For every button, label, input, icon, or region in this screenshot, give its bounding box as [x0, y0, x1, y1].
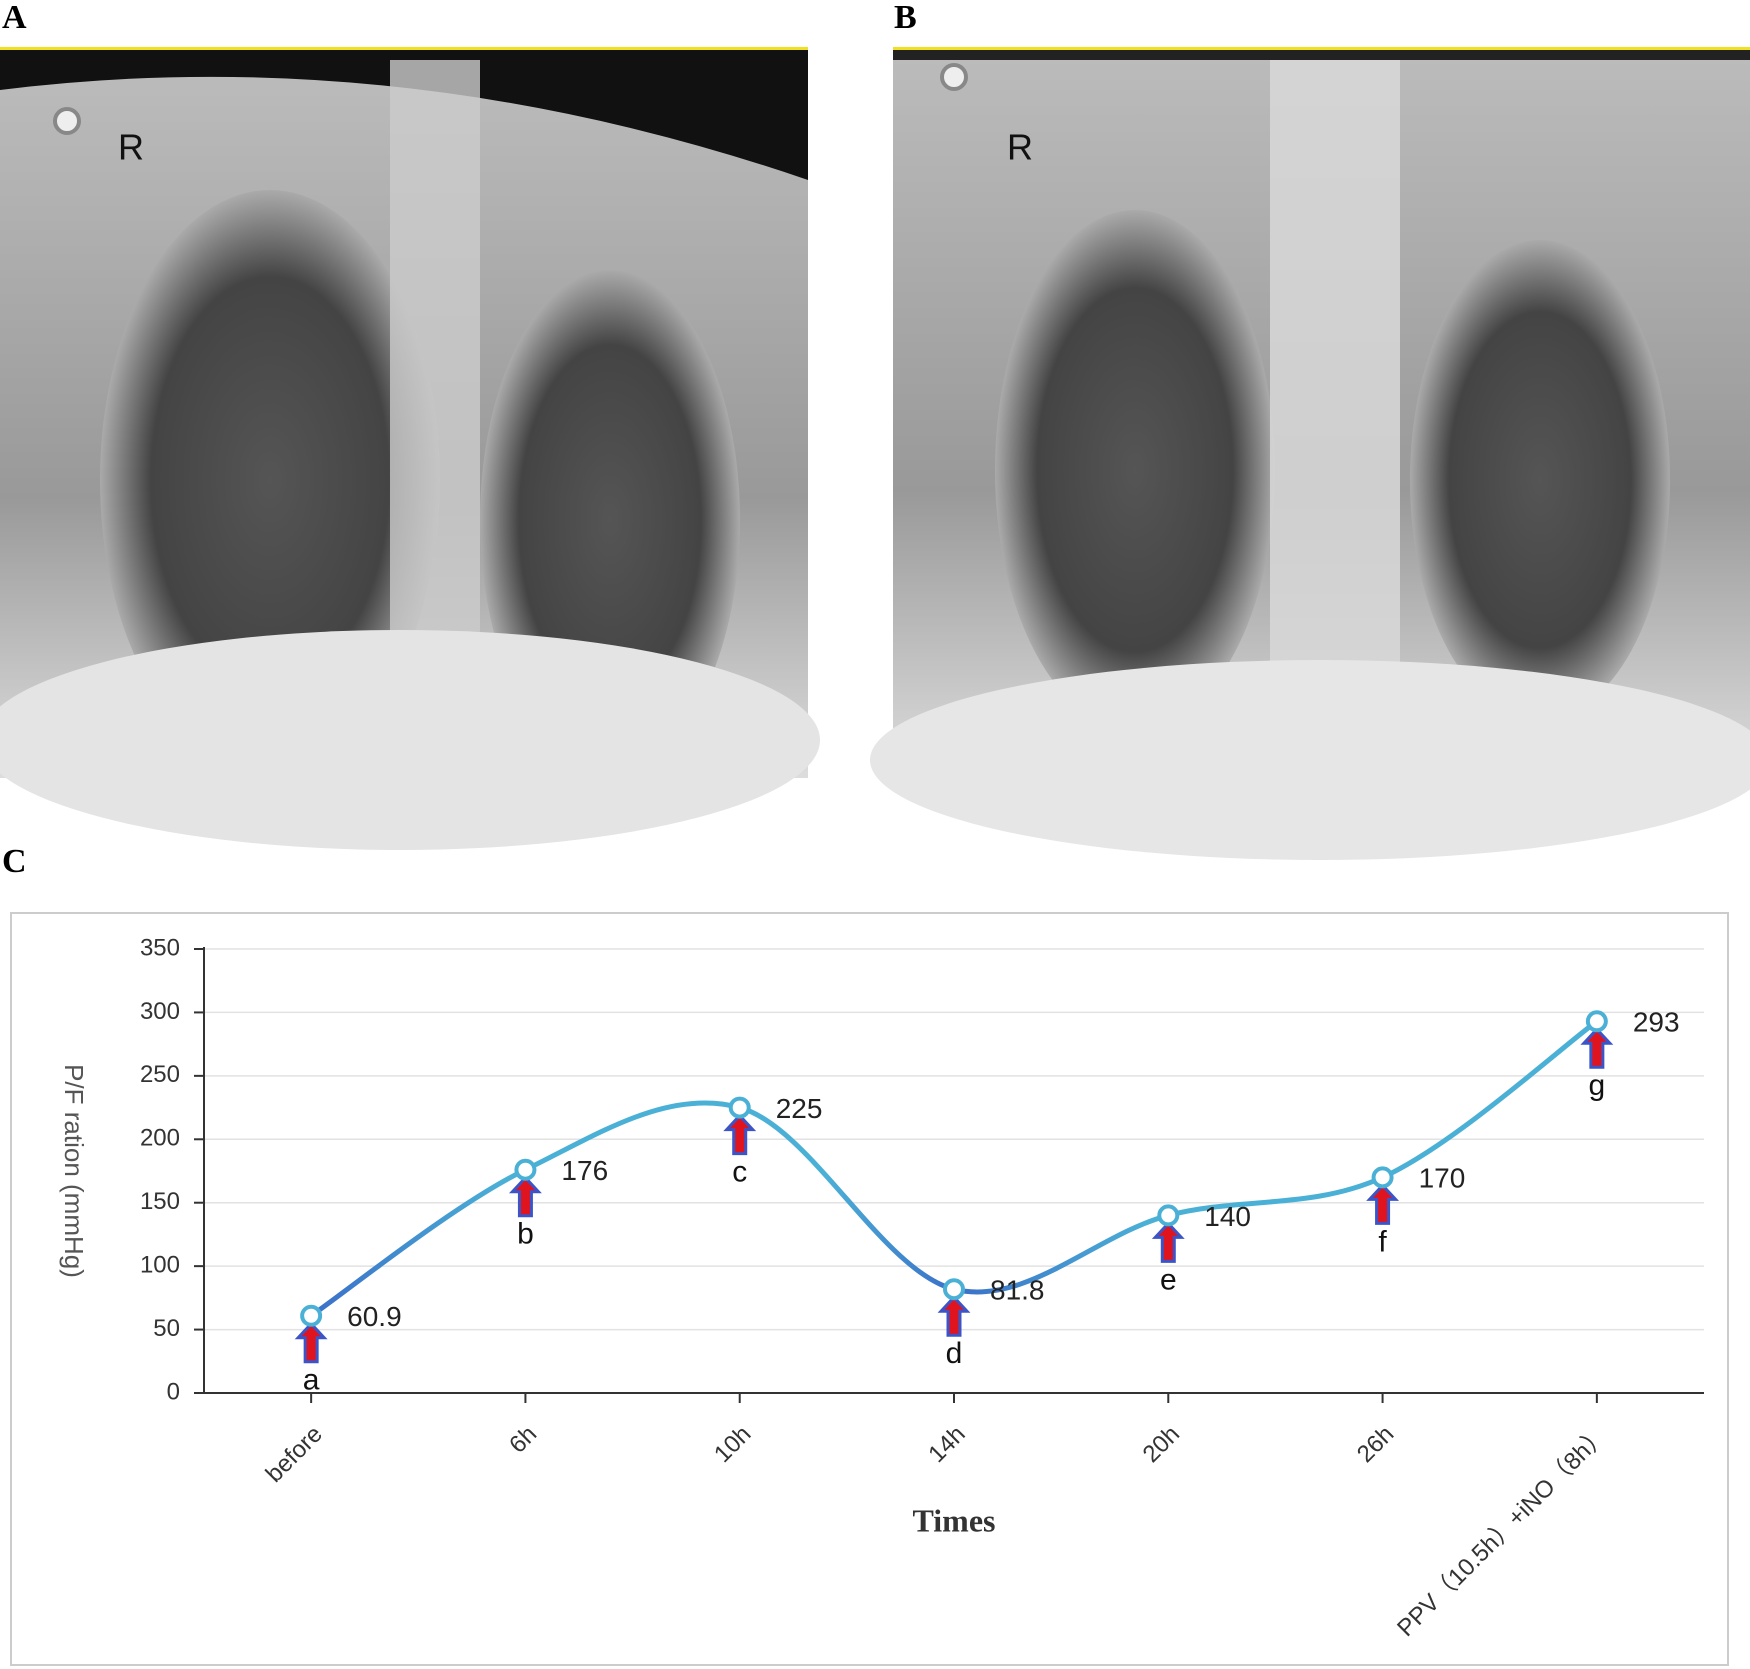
- data-label: 140: [1204, 1201, 1251, 1232]
- y-tick-label: 100: [140, 1251, 180, 1278]
- xray-b: R: [870, 47, 1750, 860]
- y-tick-label: 350: [140, 934, 180, 961]
- x-axis-title: Times: [913, 1502, 996, 1538]
- panel-label: C: [2, 843, 27, 880]
- chart-frame: [10, 912, 1729, 1666]
- point-label: f: [1378, 1225, 1387, 1258]
- point-label: d: [946, 1337, 963, 1370]
- arrow: [937, 1295, 971, 1337]
- data-label: 170: [1419, 1163, 1466, 1194]
- y-tick-label: 150: [140, 1188, 180, 1215]
- arrow: [294, 1321, 328, 1364]
- data-label: 293: [1633, 1007, 1680, 1038]
- point: [514, 1158, 537, 1181]
- point-label: a: [303, 1364, 320, 1397]
- data-label: 81.8: [990, 1275, 1045, 1306]
- arrow: [508, 1175, 542, 1218]
- point-label: c: [732, 1155, 747, 1188]
- panel-label: B: [894, 0, 917, 36]
- xray-a: R: [0, 47, 820, 850]
- point: [300, 1304, 323, 1327]
- point-label: b: [517, 1218, 534, 1251]
- point: [1157, 1204, 1180, 1227]
- point: [1371, 1166, 1394, 1189]
- y-tick-label: 200: [140, 1125, 180, 1152]
- arrow: [1151, 1221, 1185, 1263]
- point-label: e: [1160, 1263, 1177, 1296]
- data-label: 60.9: [347, 1301, 402, 1332]
- arrow: [723, 1113, 757, 1156]
- panel-label: A: [2, 0, 27, 36]
- y-tick-label: 300: [140, 998, 180, 1025]
- y-axis-title: P/F ration (mmHg): [59, 1064, 89, 1278]
- arrow: [1580, 1027, 1614, 1069]
- arrow: [1366, 1183, 1400, 1225]
- data-label: 176: [561, 1155, 608, 1186]
- data-label: 225: [776, 1093, 823, 1124]
- point-label: g: [1589, 1069, 1606, 1102]
- point: [1585, 1010, 1608, 1033]
- xray-marker: R: [1007, 127, 1033, 168]
- point: [943, 1278, 965, 1301]
- y-tick-label: 0: [167, 1378, 180, 1405]
- y-tick-label: 250: [140, 1061, 180, 1088]
- point: [728, 1096, 751, 1119]
- y-tick-label: 50: [153, 1315, 180, 1342]
- xray-marker: R: [118, 127, 144, 168]
